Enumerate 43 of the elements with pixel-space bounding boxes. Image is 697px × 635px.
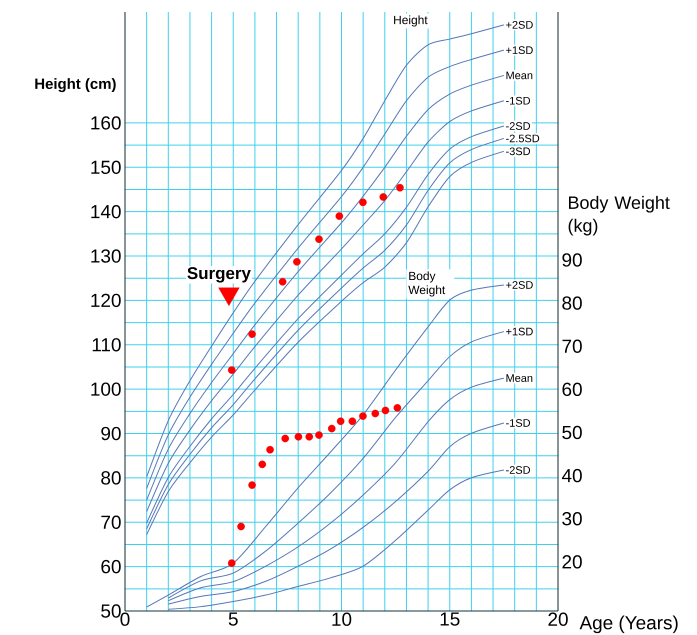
y2-tick-label: 20 — [562, 555, 582, 569]
y2-tick-label: 70 — [562, 340, 582, 353]
x-tick-label: 15 — [440, 612, 460, 626]
y-tick-label: 60 — [101, 560, 121, 574]
series-label: -1SD — [506, 419, 530, 427]
series-label: -2SD — [506, 122, 530, 130]
y2-tick-label: 30 — [562, 512, 582, 526]
y-tick-label: 70 — [101, 516, 121, 529]
y-axis-title: Height (cm) — [35, 78, 116, 92]
y-tick-label: 50 — [101, 604, 121, 618]
y-tick-label: 150 — [91, 160, 121, 174]
series-label: +1SD — [506, 328, 533, 336]
x-axis-title: Age (Years) — [580, 616, 678, 634]
y-tick-label: 140 — [91, 204, 121, 218]
y-tick-label: 100 — [91, 382, 121, 396]
y-tick-label: 80 — [101, 471, 121, 485]
series-label: -1SD — [506, 96, 530, 105]
x-tick-label: 5 — [228, 612, 238, 626]
y-tick-label: 120 — [91, 294, 121, 308]
series-label: Mean — [506, 72, 532, 80]
y-tick-label: 110 — [92, 338, 121, 352]
series-label: Mean — [506, 374, 532, 382]
x-tick-label: 10 — [332, 612, 352, 626]
series-label: -3SD — [506, 147, 530, 156]
y2-tick-label: 60 — [562, 382, 582, 396]
y2-tick-label: 90 — [562, 253, 582, 267]
y-tick-label: 160 — [91, 116, 121, 130]
y2-tick-label: 80 — [562, 296, 582, 310]
y2-tick-label: 40 — [562, 468, 582, 482]
y-tick-label: 90 — [101, 426, 121, 440]
x-tick-label: 0 — [120, 612, 130, 626]
y2-axis-title: Body Weight (kg) — [568, 196, 670, 236]
x-tick-label: 20 — [548, 612, 568, 626]
y2-tick-label: 50 — [562, 426, 582, 440]
series-label: +1SD — [506, 46, 533, 54]
series-label: -2.5SD — [506, 134, 540, 142]
series-label: -2SD — [506, 466, 530, 474]
annotation: Body Weight — [408, 271, 446, 296]
y-tick-label: 130 — [91, 249, 121, 263]
series-label: +2SD — [506, 20, 533, 29]
annotation: Height — [394, 15, 428, 27]
series-label: +2SD — [506, 281, 533, 289]
annotation: Surgery — [187, 267, 251, 283]
